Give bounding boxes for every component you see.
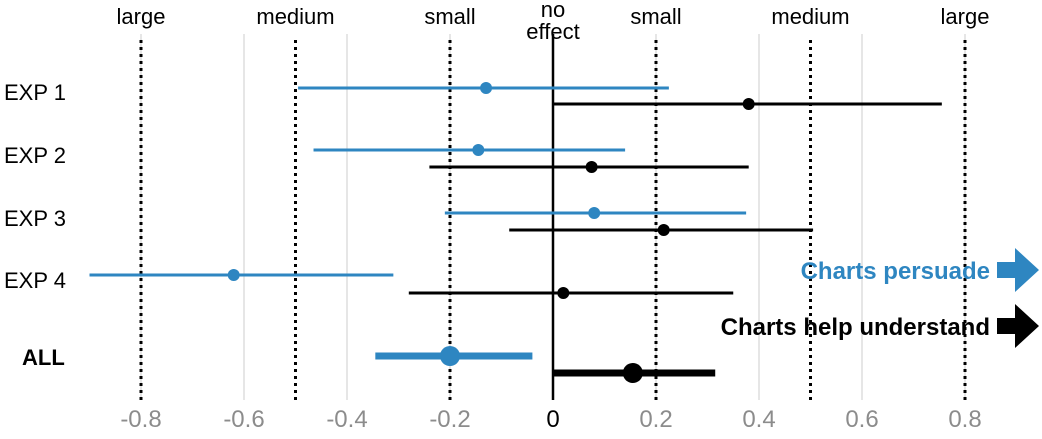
point-estimate bbox=[227, 269, 240, 281]
point-estimate bbox=[742, 98, 755, 110]
right-arrow-icon bbox=[997, 304, 1039, 348]
x-tick-label: 0.2 bbox=[639, 406, 672, 433]
point-estimate bbox=[480, 82, 493, 94]
x-tick-label: 0.4 bbox=[742, 406, 775, 433]
point-estimate bbox=[588, 207, 601, 219]
point-estimate bbox=[472, 144, 485, 156]
x-tick-label: -0.6 bbox=[223, 406, 264, 433]
point-estimate bbox=[557, 287, 570, 299]
x-tick-label: -0.2 bbox=[429, 406, 470, 433]
effect-size-label: small bbox=[630, 4, 681, 29]
point-estimate bbox=[657, 224, 670, 236]
x-tick-label: 0.8 bbox=[948, 406, 981, 433]
legend-label: Charts help understand bbox=[721, 314, 990, 341]
row-label: EXP 3 bbox=[4, 206, 66, 231]
effect-size-label: medium bbox=[771, 4, 849, 29]
row-label: ALL bbox=[22, 345, 65, 370]
x-tick-label: -0.8 bbox=[120, 406, 161, 433]
x-tick-label: 0 bbox=[546, 406, 559, 433]
effect-size-label: large bbox=[941, 4, 990, 29]
point-estimate bbox=[440, 346, 460, 366]
legend-label: Charts persuade bbox=[801, 258, 990, 285]
no-effect-label: no bbox=[541, 0, 565, 22]
point-estimate bbox=[585, 161, 598, 173]
x-tick-label: -0.4 bbox=[326, 406, 367, 433]
row-label: EXP 4 bbox=[4, 268, 66, 293]
right-arrow-icon bbox=[997, 248, 1039, 292]
row-label: EXP 1 bbox=[4, 80, 66, 105]
effect-size-label: small bbox=[424, 4, 475, 29]
row-label: EXP 2 bbox=[4, 143, 66, 168]
point-estimate bbox=[622, 363, 643, 383]
effect-size-label: medium bbox=[256, 4, 334, 29]
x-tick-label: 0.6 bbox=[845, 406, 878, 433]
effect-size-label: large bbox=[117, 4, 166, 29]
